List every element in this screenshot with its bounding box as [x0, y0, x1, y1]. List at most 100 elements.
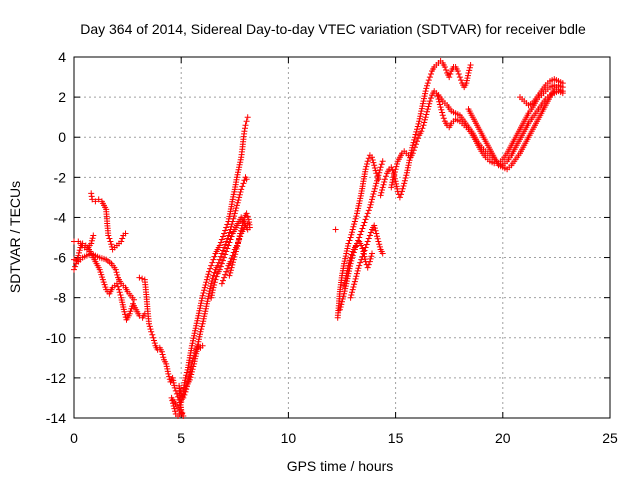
- data-point: [339, 298, 345, 305]
- data-point: [346, 237, 353, 244]
- data-point: [366, 258, 373, 265]
- data-point: [211, 253, 218, 260]
- data-point: [443, 67, 449, 73]
- data-point: [365, 207, 372, 214]
- data-point: [178, 399, 185, 405]
- data-point: [371, 185, 378, 192]
- data-point: [244, 213, 251, 220]
- data-point: [203, 279, 210, 286]
- data-point: [232, 207, 239, 214]
- data-point: [422, 88, 429, 95]
- data-point: [372, 227, 379, 234]
- data-point: [454, 68, 461, 74]
- data-point: [366, 232, 373, 239]
- x-tick-label: 25: [602, 430, 618, 446]
- data-point: [376, 243, 383, 250]
- data-point: [341, 290, 348, 297]
- x-tick-label: 20: [495, 430, 511, 446]
- data-point: [116, 286, 122, 293]
- data-point: [391, 171, 398, 178]
- data-point: [423, 85, 430, 92]
- data-point: [223, 224, 230, 231]
- data-point: [207, 265, 214, 272]
- data-point: [188, 371, 195, 378]
- data-point: [372, 167, 379, 174]
- data-point: [349, 289, 355, 296]
- data-point: [228, 264, 235, 271]
- data-point: [414, 138, 420, 145]
- data-point: [399, 188, 405, 195]
- data-point: [199, 292, 206, 299]
- data-point: [374, 177, 380, 184]
- data-point: [203, 276, 210, 283]
- data-point: [95, 196, 102, 203]
- data-point: [352, 215, 359, 222]
- data-point: [166, 373, 173, 380]
- data-point: [356, 262, 363, 269]
- data-point: [217, 239, 224, 246]
- data-point: [243, 118, 250, 125]
- data-point: [139, 275, 146, 282]
- data-point: [190, 363, 197, 370]
- data-point: [371, 225, 378, 232]
- data-point: [367, 229, 374, 236]
- data-point: [436, 101, 443, 108]
- data-point: [225, 242, 232, 249]
- data-point: [350, 223, 357, 230]
- data-point: [339, 296, 346, 302]
- data-point: [236, 191, 243, 198]
- data-point: [222, 271, 229, 278]
- data-point: [360, 250, 367, 257]
- data-point: [401, 177, 408, 184]
- data-point: [181, 388, 188, 395]
- data-point: [422, 114, 429, 121]
- data-point: [92, 198, 99, 205]
- data-point: [370, 159, 377, 166]
- data-point: [414, 126, 420, 133]
- data-point: [439, 109, 446, 116]
- data-point: [227, 267, 234, 274]
- data-point: [455, 71, 462, 77]
- data-point: [212, 276, 219, 283]
- data-point: [360, 222, 367, 229]
- data-point: [211, 269, 218, 276]
- data-point: [227, 269, 234, 276]
- data-point: [223, 238, 230, 245]
- data-point: [420, 122, 427, 129]
- data-point: [216, 242, 223, 249]
- data-point: [388, 181, 395, 188]
- data-point: [378, 161, 385, 168]
- data-point: [364, 158, 371, 165]
- data-point: [208, 280, 215, 287]
- data-point: [220, 247, 226, 254]
- data-point: [347, 234, 354, 241]
- data-point: [201, 287, 208, 294]
- data-point: [371, 188, 378, 195]
- data-point: [226, 239, 233, 246]
- data-point: [345, 240, 352, 247]
- x-tick-label: 5: [177, 430, 185, 446]
- data-point: [373, 230, 380, 237]
- data-point: [235, 197, 242, 204]
- data-point: [88, 240, 95, 247]
- data-point: [424, 82, 430, 89]
- y-tick-label: -8: [54, 290, 67, 306]
- data-point: [338, 301, 345, 308]
- data-point: [363, 163, 370, 170]
- data-point: [351, 278, 358, 285]
- data-point: [170, 403, 177, 409]
- data-point: [209, 259, 216, 266]
- data-point: [210, 284, 217, 291]
- data-point: [367, 201, 374, 208]
- data-point: [425, 103, 432, 110]
- data-point: [180, 390, 187, 397]
- data-point: [365, 235, 372, 242]
- data-point: [148, 328, 155, 335]
- data-point: [437, 104, 444, 111]
- data-points: [71, 58, 566, 419]
- data-point: [198, 323, 205, 330]
- data-point: [233, 205, 240, 212]
- data-point: [209, 275, 216, 282]
- data-point: [183, 369, 190, 376]
- data-point: [388, 164, 395, 171]
